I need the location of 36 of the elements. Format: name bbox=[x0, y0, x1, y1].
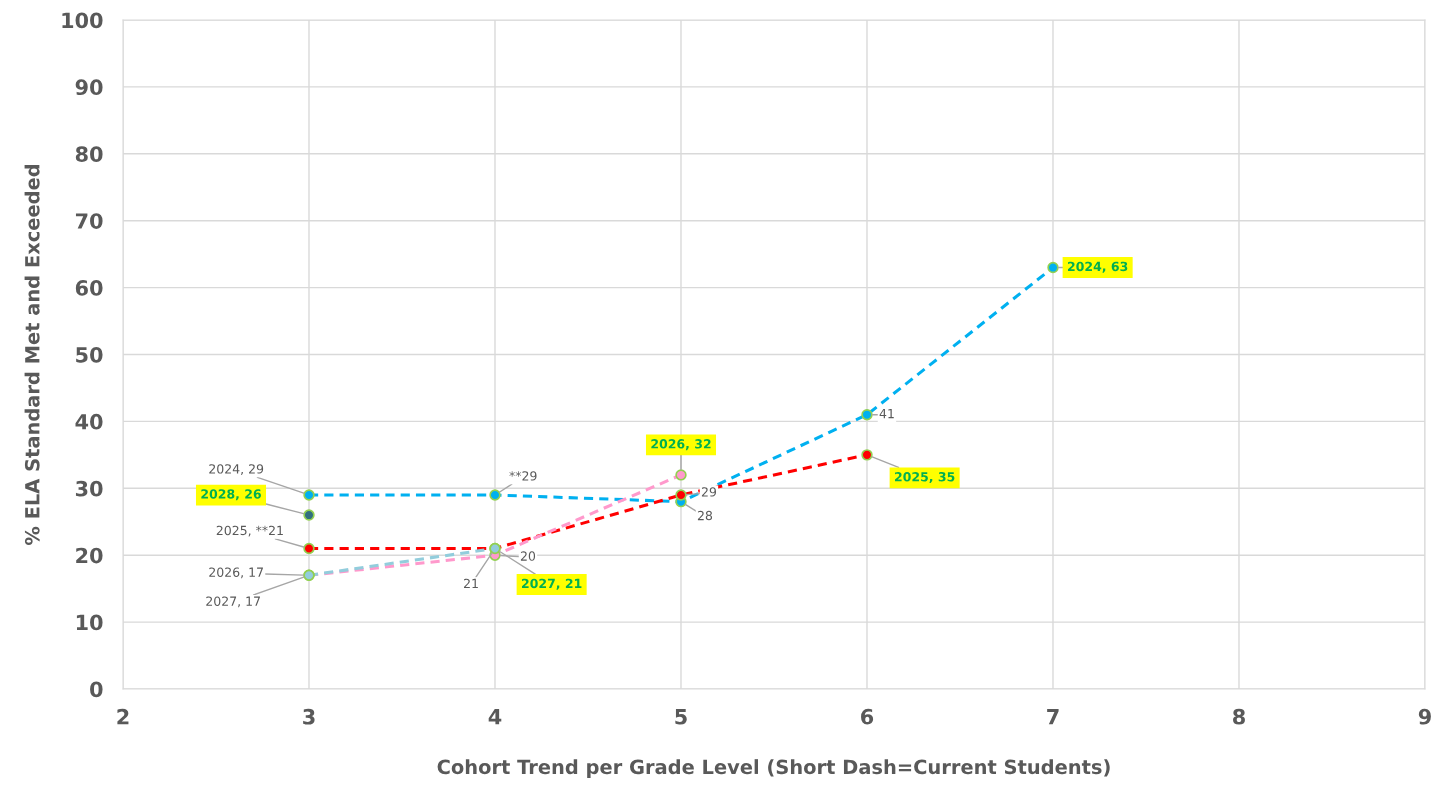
data-label: 2027, 17 bbox=[206, 596, 260, 608]
data-label: 2024, 63 bbox=[1067, 261, 1128, 273]
x-tick-label: 5 bbox=[675, 709, 687, 725]
y-tick-label: 60 bbox=[75, 280, 103, 296]
data-label: **29 bbox=[509, 471, 537, 481]
data-label: 29 bbox=[701, 487, 717, 497]
y-tick-label: 80 bbox=[75, 146, 103, 163]
data-label: 2024, 29 bbox=[209, 464, 264, 475]
x-tick-label: 2 bbox=[117, 708, 129, 725]
y-tick-label: 30 bbox=[75, 480, 103, 497]
y-tick-label: 20 bbox=[76, 547, 103, 564]
y-tick-label: 0 bbox=[90, 681, 103, 698]
y-axis-title: % ELA Standard Met and Exceeded bbox=[24, 164, 40, 546]
x-tick-label: 9 bbox=[1418, 708, 1431, 725]
data-label: 21 bbox=[464, 578, 478, 588]
data-label: 2026, 17 bbox=[209, 567, 263, 579]
x-tick-label: 7 bbox=[1047, 709, 1059, 725]
y-tick-label: 70 bbox=[75, 213, 103, 229]
x-tick-label: 6 bbox=[861, 708, 874, 725]
y-tick-label: 100 bbox=[62, 12, 103, 29]
data-label: 2028, 26 bbox=[201, 489, 261, 501]
data-label: 2025, **21 bbox=[216, 525, 283, 537]
data-label: 28 bbox=[697, 510, 713, 521]
y-tick-label: 50 bbox=[76, 346, 103, 363]
x-tick-label: 8 bbox=[1233, 708, 1245, 725]
x-axis-title: Cohort Trend per Grade Level (Short Dash=Current Students) bbox=[437, 759, 1110, 778]
x-tick-label: 3 bbox=[303, 708, 315, 725]
y-tick-label: 10 bbox=[76, 614, 103, 631]
data-label: 2026, 32 bbox=[651, 439, 711, 451]
data-label: 20 bbox=[520, 551, 536, 561]
data-label: 2025, 35 bbox=[894, 472, 955, 484]
x-tick-label: 4 bbox=[488, 709, 502, 725]
data-label: 41 bbox=[879, 409, 894, 419]
y-tick-label: 40 bbox=[75, 413, 103, 430]
data-label: 2027, 21 bbox=[521, 578, 582, 590]
y-tick-label: 90 bbox=[75, 79, 103, 96]
